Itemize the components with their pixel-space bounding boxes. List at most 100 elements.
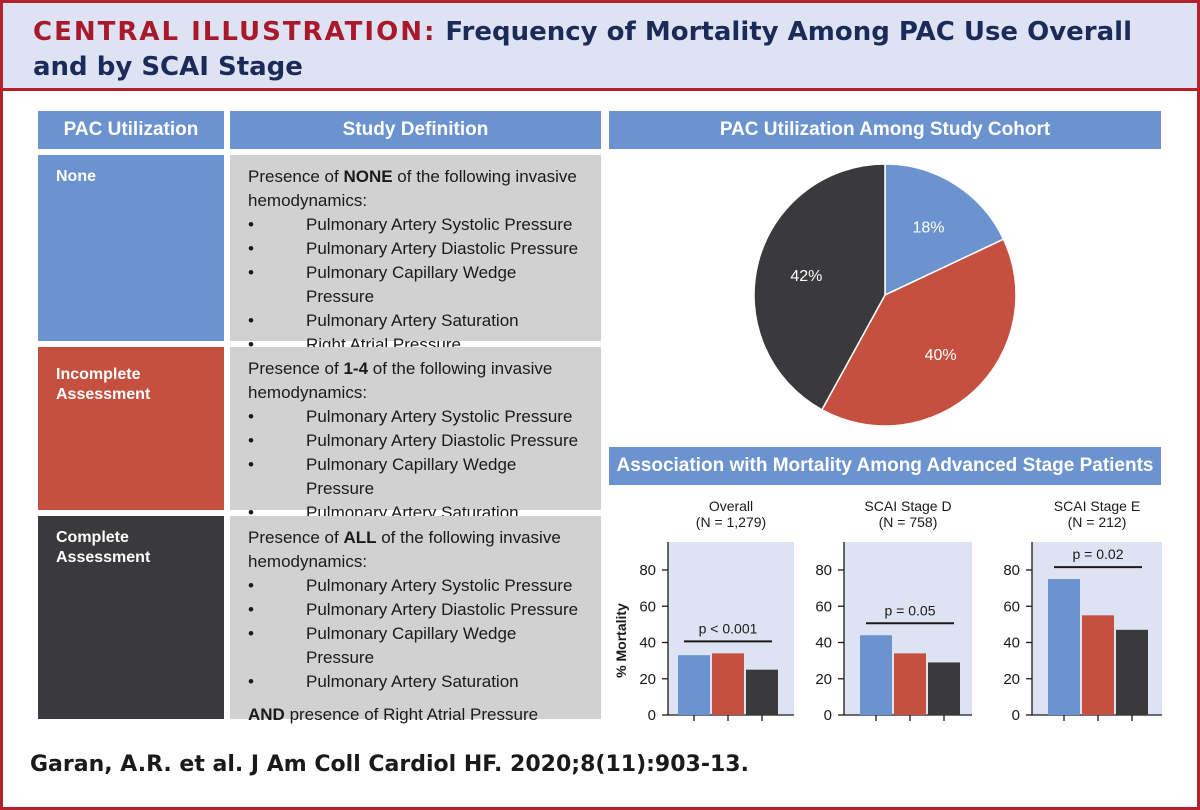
bar-chart-title: SCAI Stage E (N = 212)	[1002, 498, 1192, 530]
list-item: • Pulmonary Artery Diastolic Pressure	[248, 237, 583, 261]
intro-prefix: Presence of	[248, 359, 344, 378]
list-item: • Pulmonary Artery Diastolic Pressure	[248, 598, 583, 622]
y-tick-label: 20	[639, 671, 656, 688]
bullet: •	[248, 215, 254, 234]
row-incomplete-definition: Presence of 1-4 of the following invasiv…	[230, 347, 601, 522]
pie-slice-complete	[753, 163, 886, 411]
list-item: • Pulmonary Capillary Wedge Pressure	[248, 261, 583, 309]
bar-chart-title-line: SCAI Stage D	[864, 498, 952, 514]
citation: Garan, A.R. et al. J Am Coll Cardiol HF.…	[30, 752, 749, 777]
figure-header: CENTRAL ILLUSTRATION: Frequency of Morta…	[3, 3, 1197, 91]
bullet: •	[248, 431, 254, 450]
pie-slice-label: 40%	[925, 347, 957, 364]
bar-chart-subtitle: (N = 1,279)	[695, 514, 767, 530]
y-tick-label: 60	[639, 598, 656, 615]
pie-section-header: PAC Utilization Among Study Cohort	[609, 111, 1161, 149]
bar-chart-title-line: SCAI Stage E	[1053, 498, 1141, 514]
pie-slice-incomplete	[820, 238, 1017, 427]
intro-bold: NONE	[343, 167, 393, 186]
intro-prefix: Presence of	[248, 528, 344, 547]
y-axis-label: % Mortality	[613, 603, 629, 678]
y-tick-label: 0	[648, 707, 656, 724]
list-item: • Pulmonary Capillary Wedge Pressure	[248, 622, 583, 670]
definition-intro: Presence of NONE of the following invasi…	[248, 165, 583, 213]
list-item: • Pulmonary Artery Saturation	[248, 309, 583, 333]
bar-chart-stage-d: SCAI Stage D (N = 758) 0 20 40 60 80 p = 0.05	[800, 492, 980, 732]
item-text: Pulmonary Capillary Wedge Pressure	[306, 455, 517, 498]
list-item: • Pulmonary Artery Systolic Pressure	[248, 405, 583, 429]
pie-slice-label: 18%	[913, 219, 945, 236]
extra-bold: AND	[248, 705, 285, 724]
hemodynamics-list: • Pulmonary Artery Systolic Pressure • Pul…	[248, 405, 583, 525]
list-item: • Pulmonary Artery Systolic Pressure	[248, 213, 583, 237]
y-tick-label: 40	[1003, 635, 1020, 652]
item-text: Pulmonary Capillary Wedge Pressure	[306, 263, 517, 306]
row-incomplete-label: Incomplete Assessment	[38, 347, 224, 510]
y-tick-label: 40	[815, 635, 832, 652]
list-item: • Pulmonary Capillary Wedge Pressure	[248, 453, 583, 501]
bar-incomplete	[712, 653, 744, 715]
p-value-label: p = 0.05	[885, 602, 936, 618]
bullet: •	[248, 600, 254, 619]
y-tick-label: 80	[815, 562, 832, 579]
y-tick-label: 40	[639, 635, 656, 652]
list-item: • Pulmonary Artery Saturation	[248, 670, 583, 694]
bar-chart-subtitle: (N = 758)	[878, 514, 938, 530]
list-item: • Pulmonary Artery Systolic Pressure	[248, 574, 583, 598]
pie-chart-svg: 18% 40% 42%	[753, 163, 1017, 427]
intro-suffix: of the following invasive hemodynamics:	[248, 359, 553, 402]
bar-chart-title: SCAI Stage D (N = 758)	[818, 498, 998, 530]
intro-prefix: Presence of	[248, 167, 344, 186]
bullet: •	[248, 576, 254, 595]
bar-incomplete	[1082, 615, 1114, 715]
definition-extra: AND presence of Right Atrial Pressure	[248, 703, 583, 727]
y-tick-label: 80	[639, 562, 656, 579]
row-none-label: None	[38, 155, 224, 341]
hemodynamics-list: • Pulmonary Artery Systolic Pressure • Pul…	[248, 213, 583, 357]
pie-slice-none	[884, 163, 1005, 297]
y-tick-label: 60	[815, 598, 832, 615]
definition-intro: Presence of ALL of the following invasiv…	[248, 526, 583, 574]
bar-complete	[928, 662, 960, 715]
study-definition-header: Study Definition	[230, 111, 601, 149]
bar-chart-subtitle: (N = 212)	[1067, 514, 1127, 530]
bullet: •	[248, 239, 254, 258]
bullet: •	[248, 672, 254, 691]
row-none-definition: Presence of NONE of the following invasi…	[230, 155, 601, 354]
intro-bold: 1-4	[343, 359, 369, 378]
p-value-label: p = 0.02	[1073, 546, 1124, 562]
item-text: Pulmonary Artery Systolic Pressure	[306, 407, 573, 426]
pac-utilization-header: PAC Utilization	[38, 111, 224, 149]
bullet: •	[248, 503, 254, 522]
bar-chart-svg: 0 20 40 60 80 p = 0.02	[1003, 542, 1162, 724]
pie-slice-label: 42%	[790, 268, 822, 285]
bullet: •	[248, 407, 254, 426]
y-tick-label: 0	[1012, 707, 1020, 724]
list-item: • Pulmonary Artery Diastolic Pressure	[248, 429, 583, 453]
y-tick-label: 20	[815, 671, 832, 688]
bar-none	[860, 635, 892, 715]
intro-suffix: of the following invasive hemodynamics:	[248, 528, 561, 571]
item-text: Pulmonary Artery Diastolic Pressure	[306, 600, 579, 619]
item-text: Pulmonary Artery Saturation	[306, 311, 519, 330]
item-text: Pulmonary Capillary Wedge Pressure	[306, 624, 517, 667]
bar-section-header: Association with Mortality Among Advance…	[609, 447, 1161, 485]
bar-complete	[746, 669, 778, 715]
bar-none	[678, 655, 710, 715]
bullet: •	[248, 624, 254, 643]
item-text: Pulmonary Artery Systolic Pressure	[306, 215, 573, 234]
bullet: •	[248, 311, 254, 330]
item-text: Pulmonary Artery Diastolic Pressure	[306, 239, 579, 258]
y-tick-label: 80	[1003, 562, 1020, 579]
pie-chart: 18% 40% 42%	[740, 160, 1030, 430]
extra-text: presence of Right Atrial Pressure	[284, 705, 539, 724]
y-tick-label: 0	[824, 707, 832, 724]
item-text: Pulmonary Artery Systolic Pressure	[306, 576, 573, 595]
central-illustration-label: CENTRAL ILLUSTRATION:	[33, 17, 437, 47]
y-tick-label: 60	[1003, 598, 1020, 615]
p-value-label: p < 0.001	[699, 620, 758, 636]
row-complete-label: Complete Assessment	[38, 516, 224, 719]
bullet: •	[248, 335, 254, 354]
definition-intro: Presence of 1-4 of the following invasiv…	[248, 357, 583, 405]
